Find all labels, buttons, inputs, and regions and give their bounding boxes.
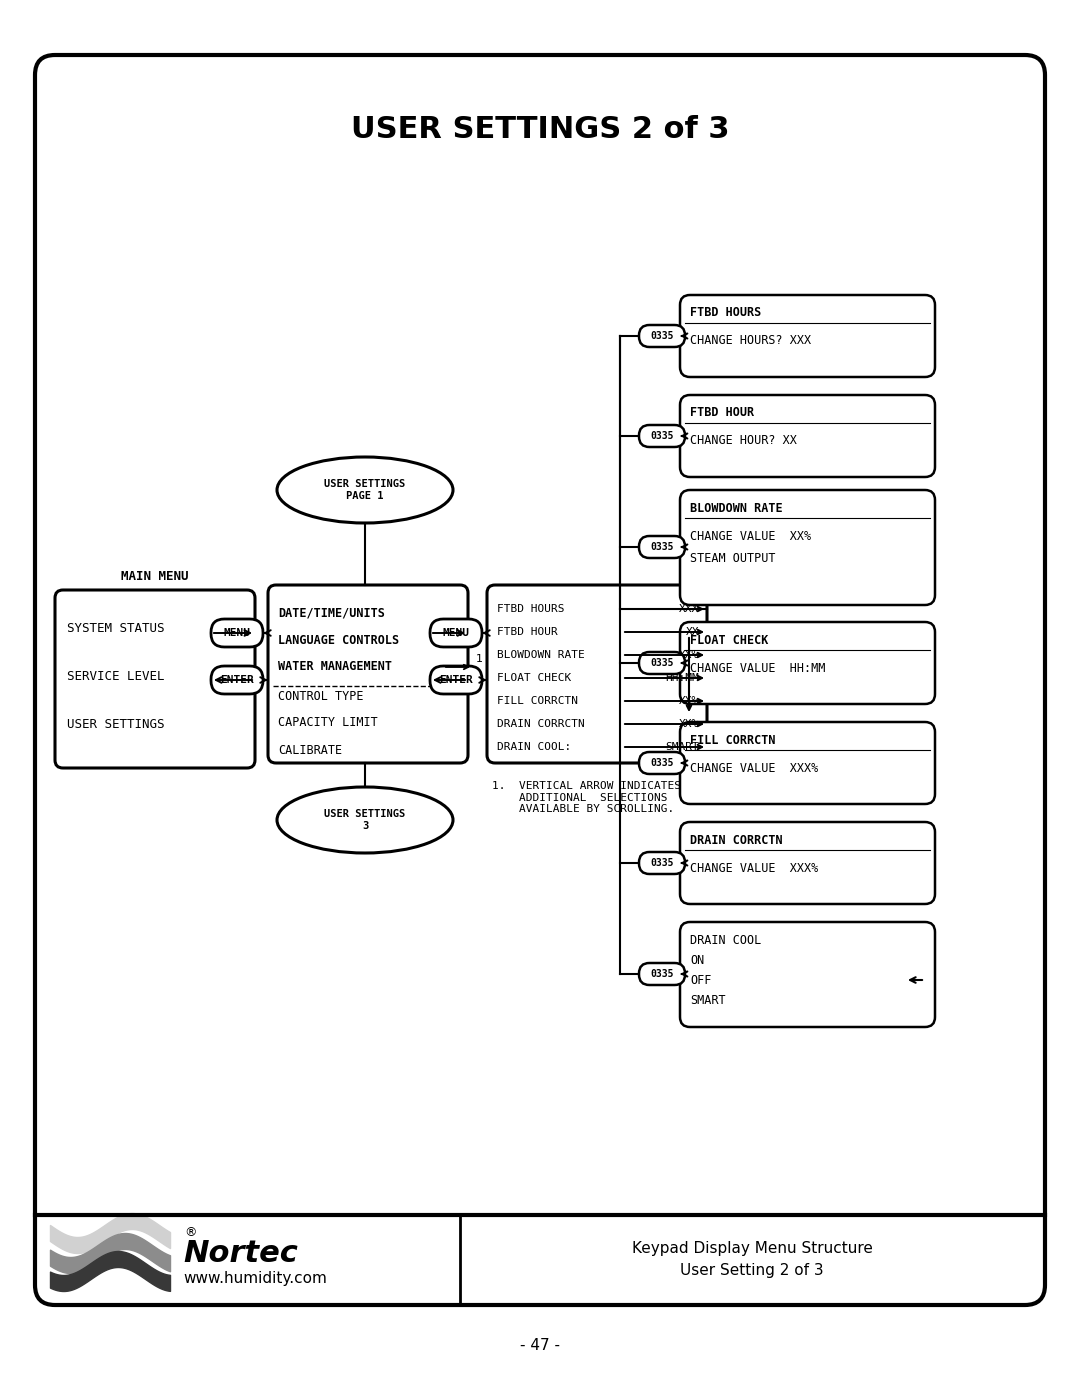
Text: CALIBRATE: CALIBRATE — [278, 743, 342, 757]
Text: FILL CORRCTN: FILL CORRCTN — [690, 733, 775, 746]
Text: BLOWDOWN RATE: BLOWDOWN RATE — [497, 650, 584, 659]
Text: HH:MM: HH:MM — [665, 673, 699, 683]
Text: SMART: SMART — [690, 993, 726, 1006]
Text: FLOAT CHECK: FLOAT CHECK — [690, 633, 768, 647]
FancyBboxPatch shape — [211, 666, 264, 694]
Text: CHANGE VALUE  XX%: CHANGE VALUE XX% — [690, 529, 811, 542]
FancyBboxPatch shape — [35, 54, 1045, 1305]
FancyBboxPatch shape — [639, 425, 685, 447]
Text: SYSTEM STATUS: SYSTEM STATUS — [67, 622, 164, 634]
Text: LANGUAGE CONTROLS: LANGUAGE CONTROLS — [278, 633, 400, 647]
Text: BLOWDOWN RATE: BLOWDOWN RATE — [690, 502, 783, 514]
Text: ®: ® — [184, 1227, 197, 1239]
Text: USER SETTINGS
3: USER SETTINGS 3 — [324, 809, 406, 831]
FancyBboxPatch shape — [639, 326, 685, 346]
Text: CONTROL TYPE: CONTROL TYPE — [278, 690, 364, 703]
Text: XX%: XX% — [678, 719, 699, 729]
Ellipse shape — [276, 787, 453, 854]
Text: FTBD HOUR: FTBD HOUR — [690, 407, 754, 419]
Text: DATE/TIME/UNITS: DATE/TIME/UNITS — [278, 606, 384, 619]
FancyBboxPatch shape — [680, 490, 935, 605]
Text: MENU: MENU — [443, 629, 470, 638]
FancyBboxPatch shape — [680, 821, 935, 904]
FancyBboxPatch shape — [211, 619, 264, 647]
Text: CHANGE VALUE  XXX%: CHANGE VALUE XXX% — [690, 761, 819, 774]
Text: User Setting 2 of 3: User Setting 2 of 3 — [680, 1263, 824, 1277]
Text: USER SETTINGS 2 of 3: USER SETTINGS 2 of 3 — [351, 116, 729, 144]
Text: XX%: XX% — [678, 696, 699, 705]
FancyBboxPatch shape — [639, 536, 685, 557]
FancyBboxPatch shape — [639, 652, 685, 673]
Text: 0335: 0335 — [650, 658, 674, 668]
Text: XXX: XXX — [678, 604, 699, 615]
Text: 0335: 0335 — [650, 331, 674, 341]
Text: MENU: MENU — [224, 629, 251, 638]
Text: USER SETTINGS
PAGE 1: USER SETTINGS PAGE 1 — [324, 479, 406, 500]
Text: - 47 -: - 47 - — [519, 1337, 561, 1352]
FancyBboxPatch shape — [430, 619, 482, 647]
FancyBboxPatch shape — [268, 585, 468, 763]
FancyBboxPatch shape — [639, 852, 685, 875]
Text: SMART: SMART — [665, 742, 699, 752]
Text: XX: XX — [686, 627, 699, 637]
Text: 0335: 0335 — [650, 432, 674, 441]
Text: 1: 1 — [476, 654, 483, 664]
Ellipse shape — [276, 457, 453, 522]
Text: www.humidity.com: www.humidity.com — [184, 1270, 327, 1285]
Text: SERVICE LEVEL: SERVICE LEVEL — [67, 669, 164, 683]
Text: FTBD HOUR: FTBD HOUR — [497, 627, 557, 637]
FancyBboxPatch shape — [680, 622, 935, 704]
Text: ENTER: ENTER — [440, 675, 473, 685]
FancyBboxPatch shape — [680, 922, 935, 1027]
Text: CHANGE VALUE  HH:MM: CHANGE VALUE HH:MM — [690, 662, 825, 675]
Text: USER SETTINGS: USER SETTINGS — [67, 718, 164, 731]
Text: STEAM OUTPUT: STEAM OUTPUT — [690, 552, 775, 564]
FancyBboxPatch shape — [639, 752, 685, 774]
Text: Nortec: Nortec — [183, 1239, 298, 1268]
Text: 1.  VERTICAL ARROW INDICATES
    ADDITIONAL  SELECTIONS
    AVAILABLE BY SCROLLI: 1. VERTICAL ARROW INDICATES ADDITIONAL S… — [492, 781, 681, 814]
Text: 0335: 0335 — [650, 858, 674, 868]
FancyBboxPatch shape — [639, 963, 685, 985]
Text: DRAIN COOL:: DRAIN COOL: — [497, 742, 571, 752]
Text: CHANGE HOURS? XXX: CHANGE HOURS? XXX — [690, 334, 811, 348]
Text: OFF: OFF — [690, 974, 712, 986]
Text: MAIN MENU: MAIN MENU — [121, 570, 189, 583]
Text: CHANGE VALUE  XXX%: CHANGE VALUE XXX% — [690, 862, 819, 875]
Text: CHANGE HOUR? XX: CHANGE HOUR? XX — [690, 434, 797, 447]
Text: FLOAT CHECK: FLOAT CHECK — [497, 673, 571, 683]
FancyBboxPatch shape — [487, 585, 707, 763]
Text: Keypad Display Menu Structure: Keypad Display Menu Structure — [632, 1241, 873, 1256]
Text: WATER MANAGEMENT: WATER MANAGEMENT — [278, 661, 392, 673]
Text: FTBD HOURS: FTBD HOURS — [497, 604, 565, 615]
FancyBboxPatch shape — [680, 295, 935, 377]
Text: DRAIN COOL: DRAIN COOL — [690, 933, 761, 947]
Text: 0335: 0335 — [650, 542, 674, 552]
FancyBboxPatch shape — [680, 395, 935, 476]
FancyBboxPatch shape — [430, 666, 482, 694]
Text: DRAIN CORRCTN: DRAIN CORRCTN — [497, 719, 584, 729]
Text: ENTER: ENTER — [220, 675, 254, 685]
Text: 0335: 0335 — [650, 970, 674, 979]
Text: 0335: 0335 — [650, 759, 674, 768]
Text: ON: ON — [690, 954, 704, 967]
Text: XX%: XX% — [678, 650, 699, 659]
Text: DRAIN CORRCTN: DRAIN CORRCTN — [690, 834, 783, 847]
Text: FILL CORRCTN: FILL CORRCTN — [497, 696, 578, 705]
FancyBboxPatch shape — [680, 722, 935, 805]
FancyBboxPatch shape — [55, 590, 255, 768]
Text: FTBD HOURS: FTBD HOURS — [690, 306, 761, 320]
Text: CAPACITY LIMIT: CAPACITY LIMIT — [278, 717, 378, 729]
